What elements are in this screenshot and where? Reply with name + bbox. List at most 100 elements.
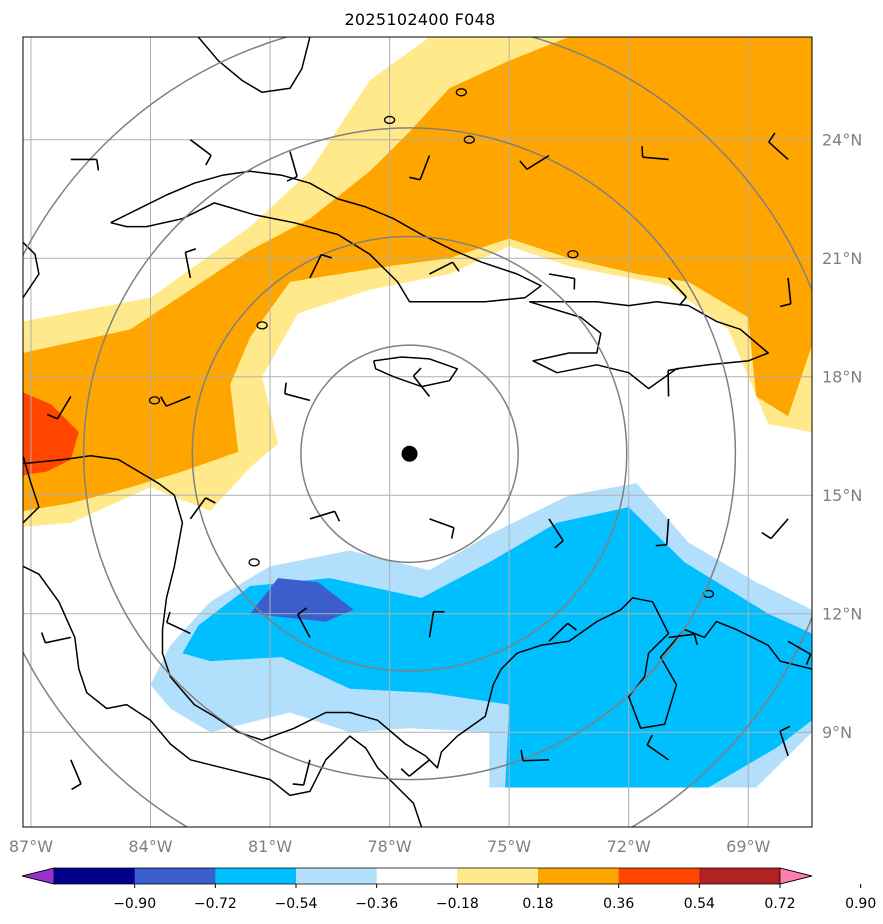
wind-barb <box>548 518 564 549</box>
colorbar-swatch <box>215 868 297 884</box>
wind-barb <box>400 759 430 777</box>
wind-barb <box>160 395 191 407</box>
colorbar-tick-label: 0.36 <box>603 896 634 912</box>
coastline-central-america <box>23 454 812 769</box>
coastline-yucatan <box>23 241 40 299</box>
colorbar-swatches <box>21 867 813 885</box>
anomaly-fill-layer <box>23 37 812 788</box>
wind-barb <box>189 497 216 520</box>
lat-tick-label: 15°N <box>822 486 862 505</box>
wind-barb <box>667 367 680 397</box>
colorbar-swatch <box>457 868 539 884</box>
colorbar-extend-max <box>779 867 813 885</box>
wind-barb <box>309 510 341 522</box>
colorbar-tick-label: 0.72 <box>764 896 795 912</box>
lon-tick-label: 81°W <box>248 837 292 856</box>
coastline-jamaica <box>372 356 459 388</box>
colorbar-outline <box>21 867 813 885</box>
wind-barb <box>46 396 72 420</box>
colorbar-tick-label: −0.72 <box>194 896 237 912</box>
lat-tick-label: 21°N <box>822 249 862 268</box>
wind-barb <box>40 632 71 644</box>
lat-tick-label: 18°N <box>822 368 862 387</box>
colorbar-tick-label: −0.90 <box>113 896 156 912</box>
lon-tick-label: 75°W <box>487 837 531 856</box>
colorbar-tick-label: 0.90 <box>845 896 876 912</box>
coastline-pacific-side <box>23 565 423 827</box>
colorbar-swatch <box>296 868 378 884</box>
wind-barb <box>309 253 333 279</box>
gridlines <box>23 37 812 827</box>
wind-barb <box>761 518 789 540</box>
wind-barb <box>548 622 577 642</box>
wind-barb <box>428 610 445 638</box>
wind-barb <box>429 261 460 275</box>
wind-barbs <box>40 132 812 791</box>
wind-barb <box>284 382 311 402</box>
storm-center-marker <box>401 445 418 462</box>
colorbar-swatch <box>538 868 620 884</box>
colorbar-tick-label: −0.36 <box>355 896 398 912</box>
island-eleuthera <box>455 88 467 97</box>
lon-tick-label: 78°W <box>368 837 412 856</box>
wind-barb <box>779 725 791 757</box>
colorbar-swatch <box>54 868 136 884</box>
fill-neg-0-54-neg-0-36 <box>182 507 812 788</box>
wind-barb <box>519 154 550 170</box>
colorbar-tick-label: 0.18 <box>522 896 553 912</box>
coastline-honduras-gulf <box>23 455 40 524</box>
map-frame <box>22 36 813 828</box>
range-ring <box>191 235 628 672</box>
coastline-puerto-rico <box>812 357 836 359</box>
lat-tick-label: 24°N <box>822 131 862 150</box>
coastline-florida <box>197 37 311 94</box>
wind-barb <box>70 759 82 791</box>
colorbar-extend-min <box>21 867 55 885</box>
fill-0-54-0-72 <box>23 392 79 476</box>
colorbar-swatch <box>699 868 781 884</box>
island-swan <box>148 396 161 405</box>
wind-barb <box>779 277 792 308</box>
lat-tick-label: 9°N <box>822 723 852 742</box>
wind-barb <box>787 640 812 665</box>
colorbar-tick-label: −0.54 <box>275 896 318 912</box>
colorbar-swatch <box>134 868 216 884</box>
wind-barb <box>70 158 100 171</box>
wind-barb <box>184 248 197 279</box>
longitude-ticks: 87°W 84°W 81°W 78°W 75°W 72°W 69°W <box>9 837 771 856</box>
wind-barb <box>429 518 455 539</box>
lon-tick-label: 72°W <box>607 837 651 856</box>
wind-barb <box>292 759 311 786</box>
lat-tick-label: 12°N <box>822 605 862 624</box>
lon-tick-label: 84°W <box>128 837 172 856</box>
colorbar-swatch <box>618 868 700 884</box>
island-exuma <box>463 135 475 144</box>
wind-barb <box>166 611 191 635</box>
wind-barb <box>641 146 669 161</box>
colorbar-swatch <box>376 868 458 884</box>
fill-neg-0-72-neg-0-54 <box>250 578 354 622</box>
island-andros <box>383 115 396 125</box>
fill-0-36-0-54 <box>23 37 812 511</box>
lon-tick-label: 87°W <box>9 837 53 856</box>
colorbar-tick-label: −0.18 <box>436 896 479 912</box>
wind-barb <box>668 633 699 646</box>
island-cayman <box>256 321 268 330</box>
wind-barb <box>655 518 670 547</box>
latitude-ticks: 24°N 21°N 18°N 15°N 12°N 9°N <box>822 131 862 743</box>
island-providencia <box>248 558 260 567</box>
wind-barb <box>189 139 212 166</box>
wind-barb <box>667 277 687 307</box>
wind-barb <box>548 273 576 290</box>
lon-tick-label: 69°W <box>726 837 770 856</box>
wind-barb <box>286 151 298 182</box>
colorbar: −0.90 −0.72 −0.54 −0.36 −0.18 0.18 0.36 0.54 0.7… <box>21 867 876 912</box>
colorbar-labels: −0.90 −0.72 −0.54 −0.36 −0.18 0.18 0.36 0.54 0.7… <box>113 884 876 912</box>
range-ring <box>82 127 737 781</box>
island-great-inagua <box>567 250 579 259</box>
range-ring <box>300 344 519 564</box>
wind-barb <box>520 749 550 762</box>
wind-barb <box>412 367 431 397</box>
colorbar-tick-label: 0.54 <box>684 896 715 912</box>
